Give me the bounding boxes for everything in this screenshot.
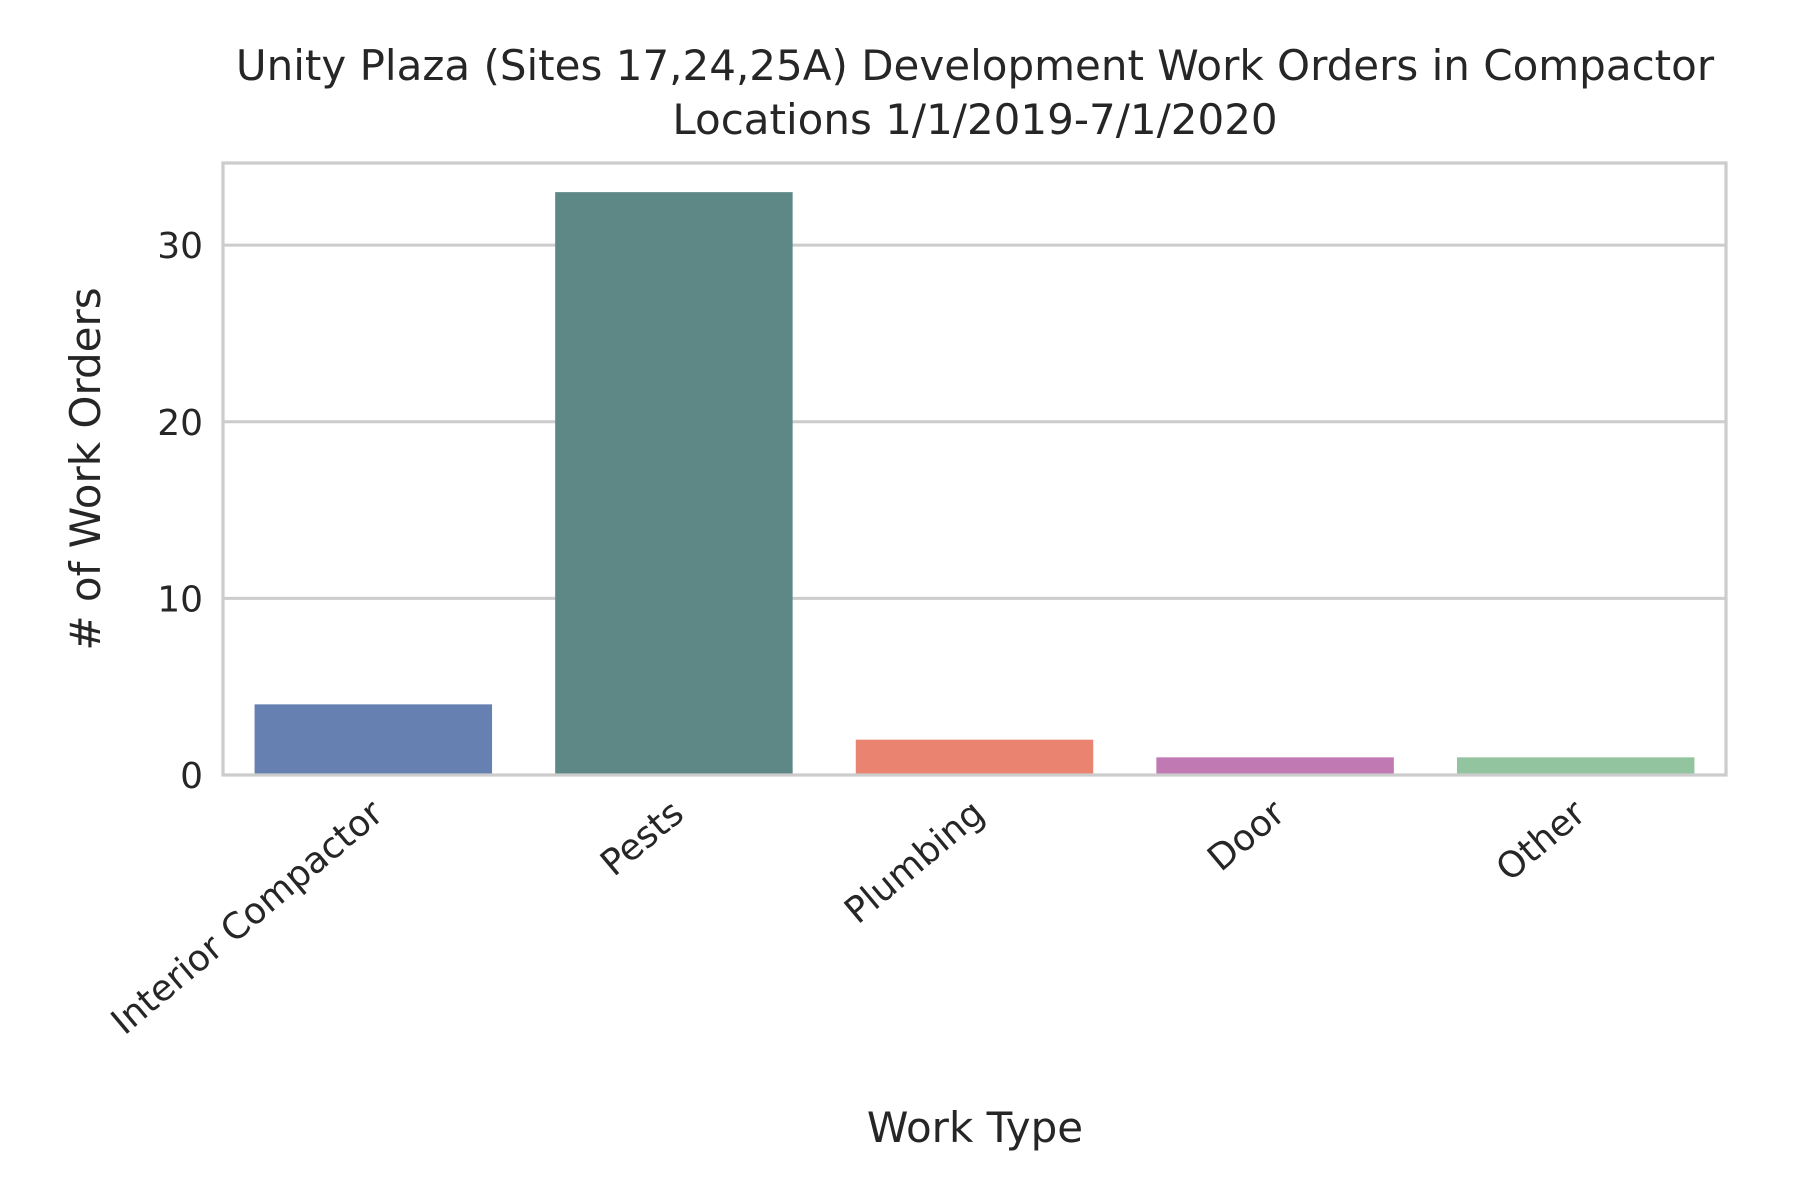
bars (254, 192, 1695, 776)
x-axis-label: Work Type (867, 1103, 1083, 1152)
chart-title-line-2: Locations 1/1/2019-7/1/2020 (672, 95, 1277, 144)
bar (555, 192, 793, 776)
plot-frame (221, 161, 1728, 777)
y-tick-label: 10 (157, 579, 203, 620)
y-tick-label: 0 (180, 756, 203, 797)
bar (1456, 757, 1695, 775)
bar (1156, 757, 1394, 775)
y-tick-label: 30 (157, 226, 203, 267)
chart-title-line-1: Unity Plaza (Sites 17,24,25A) Developmen… (236, 41, 1715, 90)
bar (254, 704, 493, 775)
bar (855, 739, 1094, 775)
y-tick-labels: 0 10 20 30 (157, 226, 203, 797)
y-tick-label: 20 (157, 403, 203, 444)
y-axis-label: # of Work Orders (61, 287, 110, 650)
